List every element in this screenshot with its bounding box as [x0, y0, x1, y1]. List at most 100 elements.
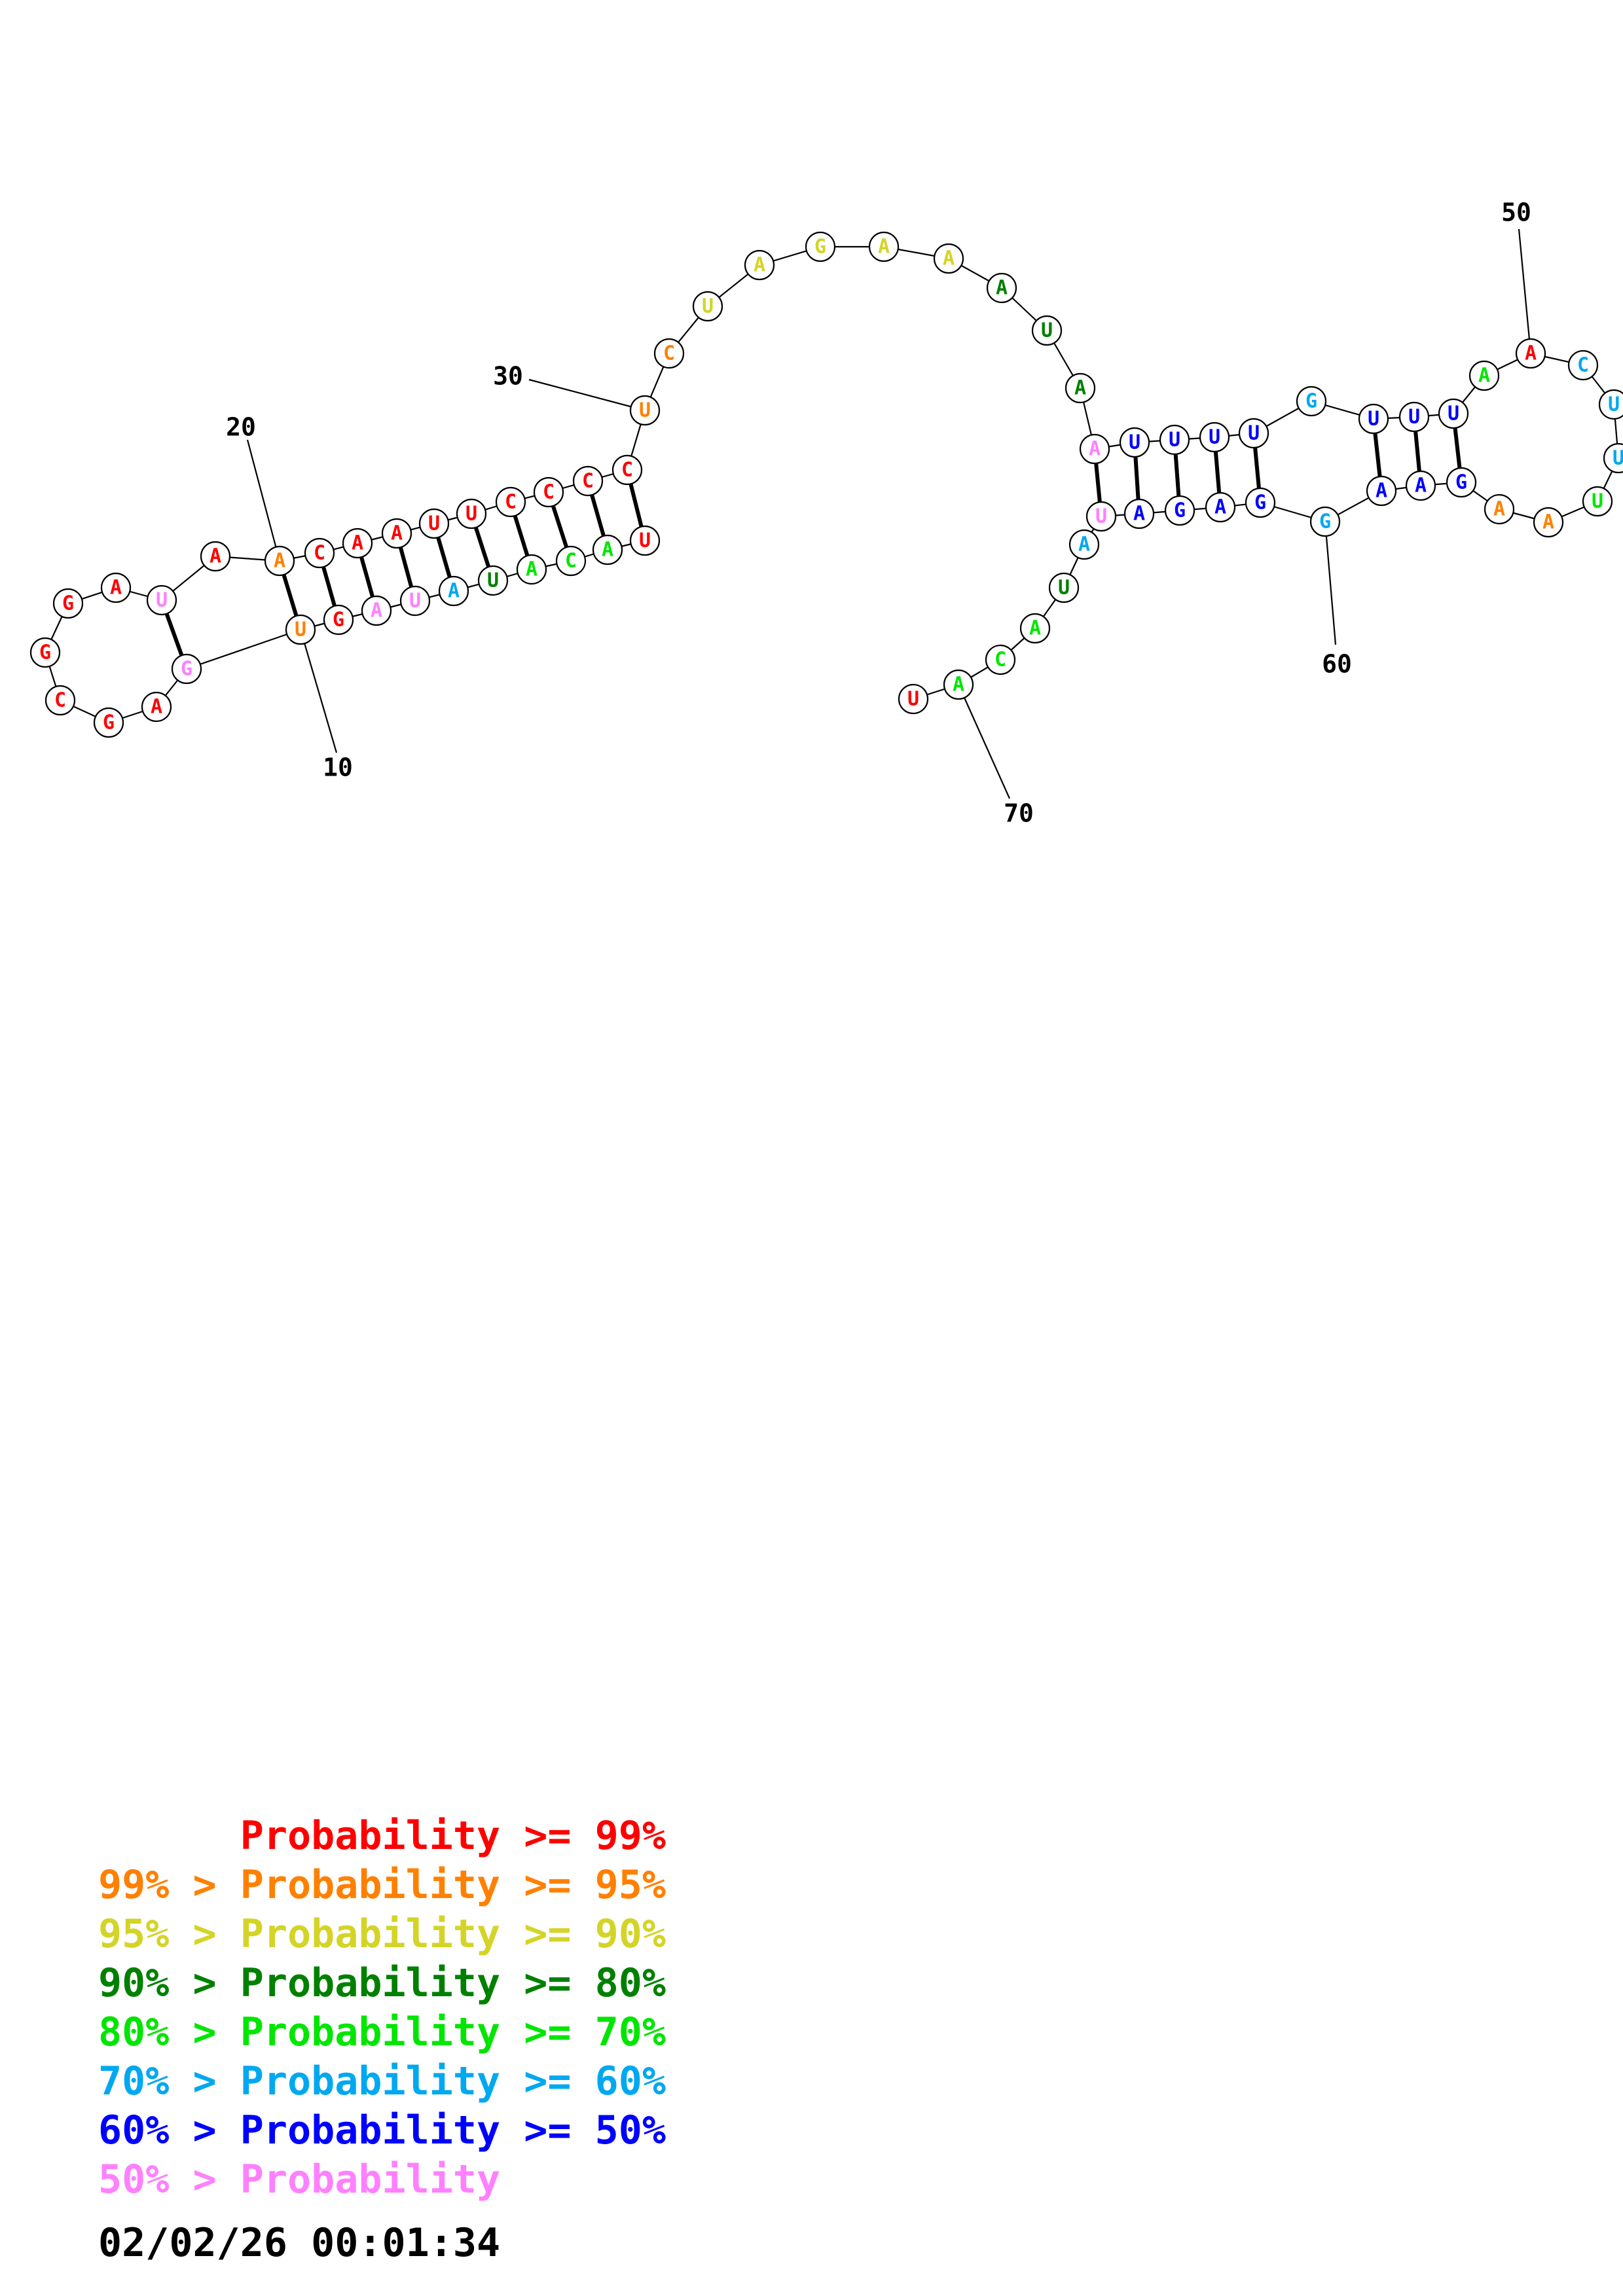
- nucleotide-base: C: [314, 542, 325, 565]
- nucleotide: A: [1366, 475, 1397, 507]
- nucleotide-base: G: [333, 609, 344, 632]
- nucleotide-base: A: [1542, 511, 1554, 534]
- nucleotide-base: U: [409, 590, 421, 613]
- nucleotide-base: A: [1415, 475, 1427, 497]
- nucleotide-circle: [943, 669, 974, 700]
- nucleotide-base: U: [465, 503, 477, 526]
- nucleotide-circle: [1515, 338, 1546, 369]
- nucleotide-base: U: [1608, 393, 1620, 416]
- base-pair-bond: [436, 537, 452, 578]
- position-label: 50: [1501, 198, 1531, 227]
- nucleotide: A: [141, 691, 172, 723]
- nucleotide-base: A: [754, 254, 765, 277]
- nucleotide: G: [93, 707, 124, 738]
- position-label: 60: [1322, 650, 1352, 679]
- nucleotide-base: A: [526, 558, 538, 581]
- base-pair-bond: [629, 483, 644, 528]
- nucleotide: G: [171, 653, 202, 685]
- base-pair-bond: [1173, 454, 1181, 497]
- nucleotide: A: [1533, 507, 1564, 538]
- nucleotide: U: [399, 585, 431, 617]
- nucleotide: A: [943, 669, 974, 700]
- nucleotide-base: A: [352, 532, 363, 555]
- nucleotide-base: G: [1319, 511, 1331, 533]
- nucleotide-base: A: [1029, 617, 1041, 640]
- nucleotide-base: A: [996, 277, 1008, 300]
- nucleotide: A: [1515, 338, 1546, 369]
- nucleotide: G: [323, 604, 354, 636]
- base-pair-bond: [590, 494, 606, 537]
- nucleotide: U: [456, 498, 487, 529]
- nucleotide-circle: [898, 683, 929, 715]
- position-label: 10: [323, 753, 353, 782]
- nucleotide-base: C: [1577, 354, 1589, 377]
- nucleotide-base: G: [1254, 492, 1266, 514]
- nucleotide-circle: [323, 604, 354, 636]
- nucleotide-circle: [1164, 495, 1195, 526]
- nucleotide-base: A: [274, 550, 285, 573]
- nucleotide-base: A: [878, 236, 890, 259]
- nucleotide-base: U: [1368, 408, 1379, 431]
- base-pair-bond: [1453, 427, 1462, 469]
- nucleotide-circle: [418, 508, 450, 539]
- nucleotide-circle: [1238, 418, 1269, 449]
- nucleotide-circle: [52, 588, 84, 619]
- legend-row: 99% > Probability >= 95%: [98, 1862, 666, 1908]
- nucleotide: A: [1205, 492, 1236, 523]
- nucleotide-base: G: [181, 658, 192, 681]
- nucleotide-circle: [516, 554, 547, 585]
- nucleotide-base: U: [156, 589, 168, 612]
- nucleotide: A: [1065, 372, 1096, 404]
- nucleotide: U: [477, 565, 509, 596]
- nucleotide: A: [361, 595, 392, 626]
- nucleotide-circle: [477, 565, 509, 596]
- nucleotide-circle: [399, 585, 431, 617]
- nucleotide-base: A: [953, 673, 964, 696]
- base-pair-bond: [164, 613, 184, 656]
- base-pair-bond: [359, 556, 374, 598]
- nucleotide: A: [200, 541, 231, 572]
- nucleotide-circle: [146, 584, 177, 616]
- base-pair-bond: [1213, 451, 1222, 493]
- nucleotide-circle: [592, 534, 623, 565]
- nucleotide-base: U: [702, 295, 714, 318]
- nucleotide-base: U: [1592, 490, 1603, 513]
- nucleotide-circle: [1446, 467, 1477, 498]
- nucleotide-circle: [285, 614, 316, 645]
- nucleotide-circle: [361, 595, 392, 626]
- nucleotide: U: [1358, 403, 1389, 435]
- nucleotide-circle: [1484, 493, 1515, 525]
- legend-row: 60% > Probability >= 50%: [98, 2108, 666, 2153]
- nucleotide: U: [146, 584, 177, 616]
- nucleotide: A: [1068, 529, 1100, 560]
- nucleotide: U: [285, 614, 316, 645]
- nucleotide: G: [52, 588, 84, 619]
- nucleotide-circle: [304, 537, 335, 569]
- nucleotide: A: [516, 554, 547, 585]
- base-pair-bond: [1413, 431, 1421, 472]
- nucleotide: C: [304, 537, 335, 569]
- nucleotide-base: A: [1376, 480, 1387, 503]
- nucleotide: U: [1398, 401, 1430, 433]
- nucleotide-circle: [45, 685, 76, 716]
- nucleotide: C: [572, 465, 604, 497]
- nucleotide-circle: [342, 528, 373, 559]
- nucleotide-circle: [200, 541, 231, 572]
- nucleotide: C: [533, 476, 564, 508]
- nucleotide-circle: [264, 545, 295, 577]
- nucleotide: A: [1405, 470, 1436, 501]
- nucleotide-circle: [985, 644, 1016, 675]
- legend-row: 90% > Probability >= 80%: [98, 1960, 666, 2006]
- nucleotide-base: U: [487, 569, 499, 592]
- nucleotide: G: [1446, 467, 1477, 498]
- nucleotide-circle: [1309, 506, 1341, 537]
- nucleotide: A: [933, 243, 964, 274]
- nucleotide: U: [1048, 572, 1080, 603]
- nucleotide: A: [381, 518, 412, 549]
- nucleotide-base: G: [103, 711, 115, 734]
- nucleotide: U: [629, 395, 661, 426]
- base-pair-bond: [321, 566, 337, 607]
- nucleotide-base: C: [54, 689, 66, 712]
